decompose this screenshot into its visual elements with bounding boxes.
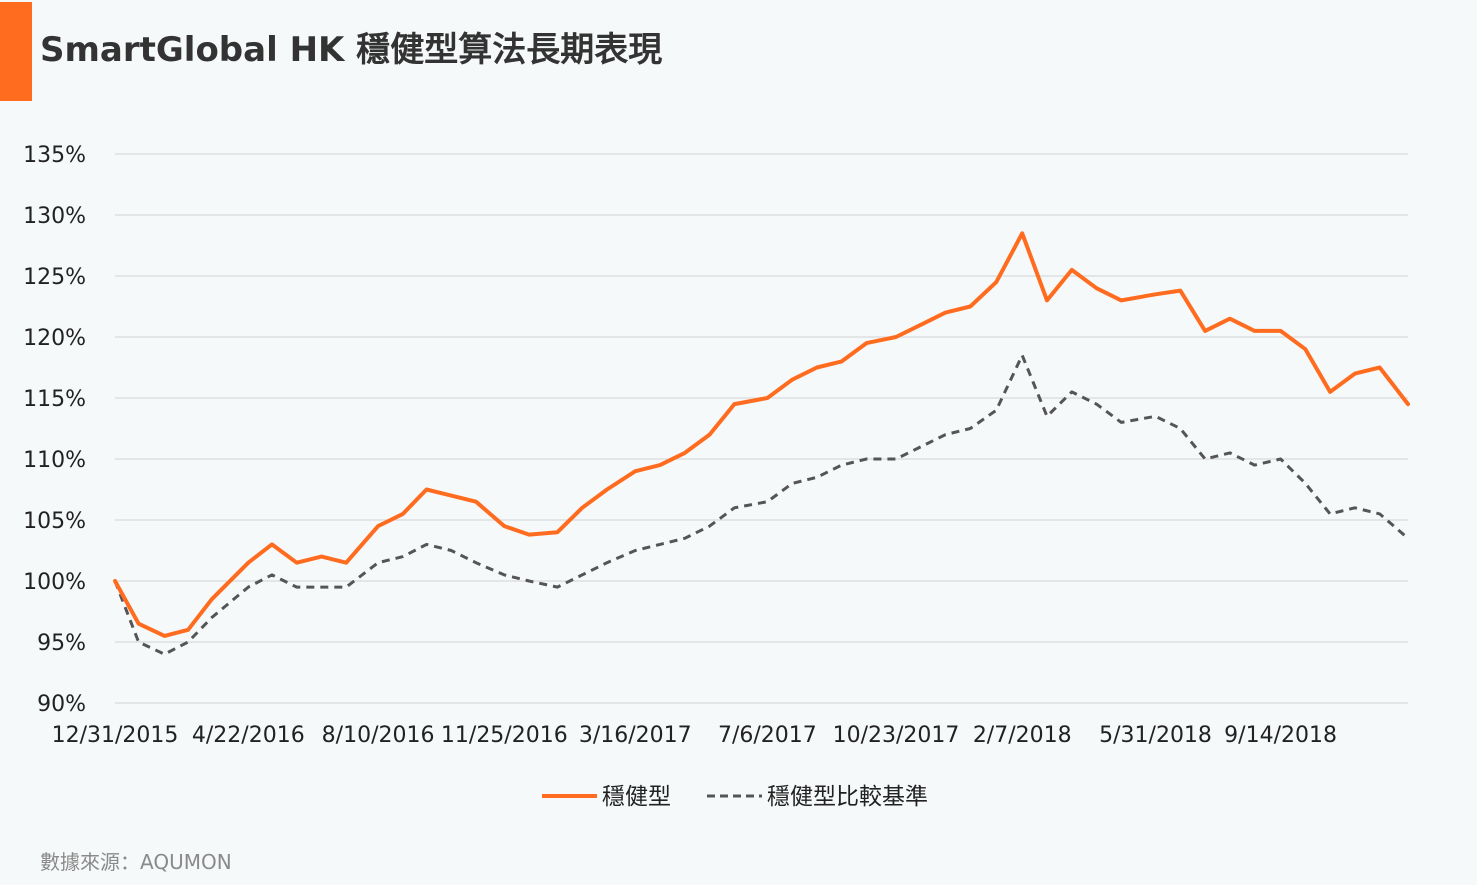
chart-title: SmartGlobal HK 穩健型算法長期表現 xyxy=(40,30,663,70)
x-tick-label: 9/14/2018 xyxy=(1224,723,1337,748)
x-tick-label: 8/10/2016 xyxy=(322,723,435,748)
x-tick-label: 3/16/2017 xyxy=(579,723,692,748)
primary-series-line xyxy=(113,231,1410,638)
y-tick-label: 115% xyxy=(23,387,86,412)
y-tick-label: 95% xyxy=(37,631,86,656)
x-tick-label: 12/31/2015 xyxy=(52,723,179,748)
x-tick-label: 5/31/2018 xyxy=(1099,723,1212,748)
y-tick-label: 130% xyxy=(23,204,86,229)
y-tick-label: 105% xyxy=(23,509,86,534)
y-tick-label: 100% xyxy=(23,570,86,595)
y-tick-label: 110% xyxy=(23,448,86,473)
x-tick-label: 10/23/2017 xyxy=(833,723,960,748)
x-tick-label: 11/25/2016 xyxy=(441,723,568,748)
y-tick-label: 125% xyxy=(23,265,86,290)
x-tick-label: 2/7/2018 xyxy=(973,723,1072,748)
y-tick-label: 120% xyxy=(23,326,86,351)
legend-label: 穩健型 xyxy=(602,784,671,810)
y-tick-label: 135% xyxy=(23,143,86,168)
x-tick-label: 7/6/2017 xyxy=(718,723,817,748)
source-note: 數據來源：AQUMON xyxy=(40,850,232,874)
legend-label: 穩健型比較基準 xyxy=(767,784,928,810)
title-accent-bar xyxy=(0,2,32,101)
y-tick-label: 90% xyxy=(37,692,86,717)
x-tick-label: 4/22/2016 xyxy=(192,723,305,748)
line-chart: 90% 95% 100% 105% 110% 115% 120% 125% 130% 135% 12… xyxy=(23,143,1410,810)
